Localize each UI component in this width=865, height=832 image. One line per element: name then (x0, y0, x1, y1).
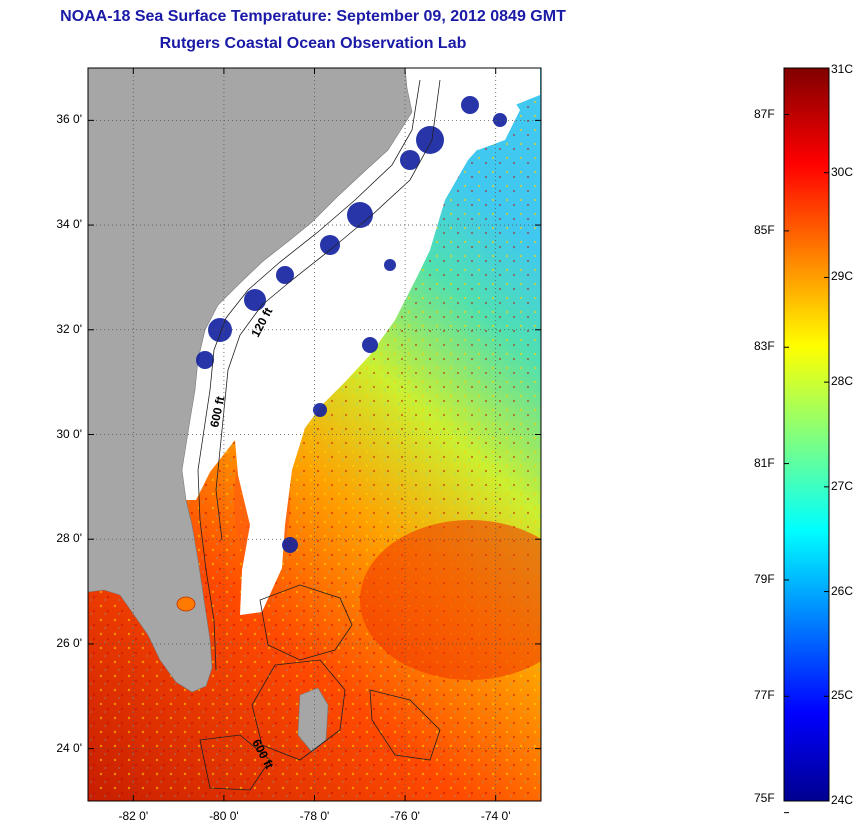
colorbar-ticks (784, 67, 829, 814)
colorbar-fahrenheit-label: 79F (754, 571, 775, 586)
map-subtitle: Rutgers Coastal Ocean Observation Lab (159, 35, 467, 52)
cloud-patch-ne (440, 80, 520, 150)
colorbar-fahrenheit-label: 81F (754, 455, 775, 470)
colorbar-celsius-label: 28C (831, 374, 854, 389)
lat-tick-label: 28 0' (56, 531, 82, 546)
colorbar-fahrenheit-label: 75F (754, 791, 775, 805)
colorbar-fahrenheit-label: 85F (754, 222, 775, 237)
lat-tick-label: 24 0' (56, 740, 82, 755)
colorbar-celsius-label: 29C (831, 269, 854, 284)
colorbar-celsius-label: 24C (831, 793, 854, 807)
map-ticks (88, 68, 541, 801)
lon-tick-label: -76 0' (390, 809, 420, 823)
colorbar (783, 67, 830, 802)
lake-okeechobee (176, 596, 196, 612)
colorbar-celsius-label: 27C (831, 478, 854, 493)
warm-pool-east (360, 520, 541, 680)
lon-tick-label: -78 0' (299, 809, 330, 823)
cloud-edge-fringe (196, 96, 507, 553)
lat-tick-label: 36 0' (56, 112, 82, 127)
bathymetry-contours (197, 79, 441, 791)
lon-tick-label: -74 0' (480, 809, 511, 823)
lat-tick-label: 30 0' (56, 426, 82, 441)
lat-tick-label: 32 0' (56, 321, 82, 336)
land-mass (88, 68, 413, 693)
lon-tick-label: -80 0' (209, 809, 239, 823)
colorbar-fahrenheit-label: 83F (754, 339, 775, 354)
lon-tick-label: -82 0' (118, 809, 149, 823)
lat-tick-label: 34 0' (56, 217, 82, 232)
lat-tick-label: 26 0' (56, 635, 82, 650)
colorbar-fahrenheit-label: 77F (754, 688, 775, 703)
colorbar-celsius-label: 31C (831, 62, 854, 76)
colorbar-celsius-label: 30C (831, 164, 854, 179)
colorbar-celsius-label: 25C (831, 688, 854, 703)
map-title: NOAA-18 Sea Surface Temperature: Septemb… (60, 8, 566, 25)
contour-label-600ft-north: 600 ft (207, 395, 227, 429)
colorbar-fahrenheit-label: 87F (754, 106, 775, 121)
colorbar-celsius-label: 26C (831, 583, 854, 598)
